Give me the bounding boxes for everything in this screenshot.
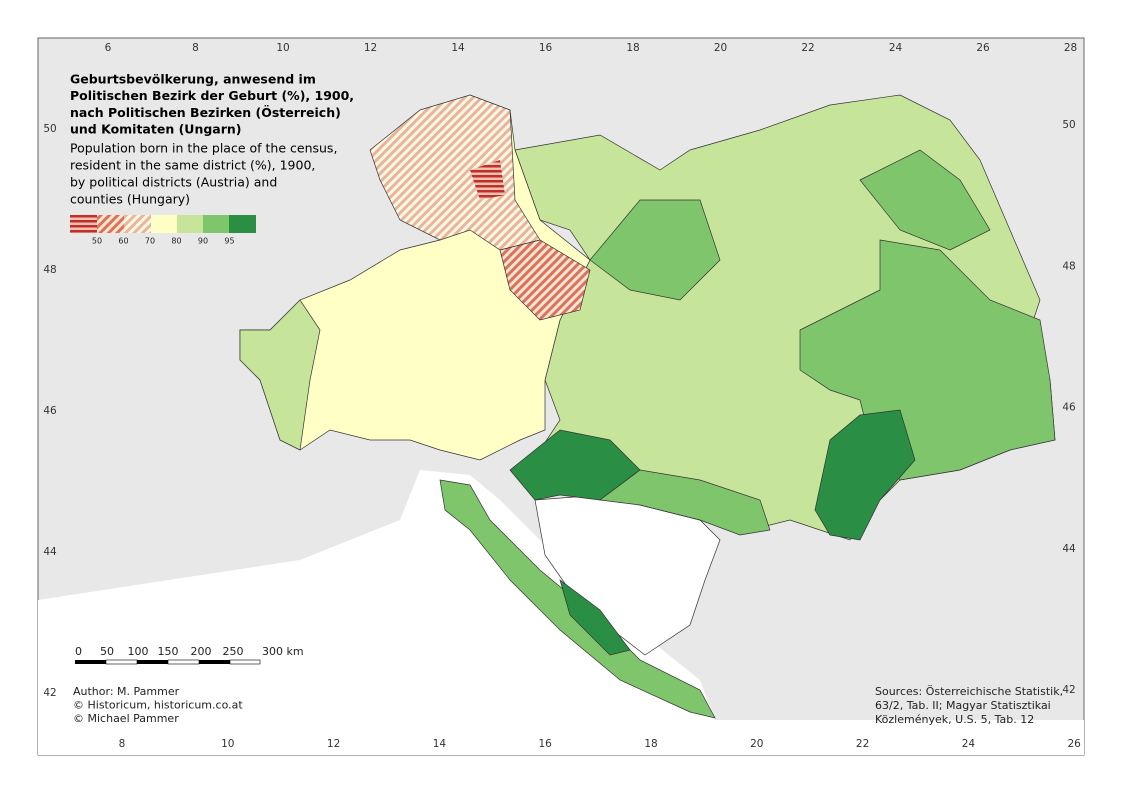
credit-line: Author: M. Pammer xyxy=(73,685,180,698)
title-line: nach Politischen Bezirken (Österreich) xyxy=(70,105,341,120)
latitude-label: 42 xyxy=(43,687,56,699)
prague xyxy=(470,160,505,200)
longitude-label: 22 xyxy=(856,738,869,750)
longitude-label: 8 xyxy=(119,738,126,750)
scale-segment xyxy=(75,660,106,664)
longitude-label: 12 xyxy=(364,42,377,54)
legend-swatch xyxy=(203,215,229,233)
latitude-label: 42 xyxy=(1062,684,1075,696)
longitude-label: 24 xyxy=(962,738,976,750)
scale-label: 100 xyxy=(128,645,149,658)
source-line: Közlemények, U.S. 5, Tab. 12 xyxy=(875,713,1034,726)
subtitle-line: counties (Hungary) xyxy=(70,192,190,207)
scale-bar xyxy=(75,659,261,665)
longitude-label: 18 xyxy=(644,738,657,750)
scale-label: 50 xyxy=(100,645,114,658)
legend-swatch xyxy=(97,215,124,233)
title-line: Politischen Bezirk der Geburt (%), 1900, xyxy=(70,88,354,103)
latitude-label: 50 xyxy=(1062,119,1075,131)
south-dalmatia xyxy=(559,579,631,656)
latitude-label: 44 xyxy=(1062,543,1076,555)
scale-label: 200 xyxy=(191,645,212,658)
longitude-label: 26 xyxy=(1068,738,1082,750)
longitude-label: 16 xyxy=(539,42,553,54)
scale-segment xyxy=(199,660,230,664)
subtitle-line: by political districts (Austria) and xyxy=(70,175,277,190)
slavonia xyxy=(599,469,771,536)
latitude-label: 46 xyxy=(1062,402,1076,414)
legend-swatch xyxy=(151,215,177,233)
longitude-label: 8 xyxy=(192,42,199,54)
dalmatia xyxy=(439,479,716,719)
title-line: und Komitaten (Ungarn) xyxy=(70,122,242,137)
longitude-label: 20 xyxy=(714,42,727,54)
legend-label: 50 xyxy=(92,237,102,246)
latitude-label: 46 xyxy=(43,405,57,417)
subtitle-line: Population born in the place of the cens… xyxy=(70,141,337,156)
longitude-label: 12 xyxy=(327,738,340,750)
source-line: Sources: Österreichische Statistik, xyxy=(875,685,1063,698)
lower-austria xyxy=(499,239,591,321)
scale-label: 300 km xyxy=(262,645,304,658)
north-hungary xyxy=(589,199,721,301)
longitude-label: 20 xyxy=(750,738,763,750)
title-line: Geburtsbevölkerung, anwesend im xyxy=(70,72,316,87)
transylvania xyxy=(799,239,1056,481)
legend-swatch xyxy=(124,215,151,233)
longitude-label: 28 xyxy=(1064,42,1077,54)
legend-label: 95 xyxy=(224,237,234,246)
legend-swatch xyxy=(229,215,256,233)
east-galicia xyxy=(859,149,991,251)
legend xyxy=(70,215,256,233)
scale-segment xyxy=(229,659,261,665)
longitude-label: 14 xyxy=(451,42,465,54)
land xyxy=(38,94,1084,755)
latitude-label: 48 xyxy=(43,264,56,276)
latitude-label: 48 xyxy=(1062,260,1075,272)
source-line: 63/2, Tab. II; Magyar Statisztikai xyxy=(875,699,1051,712)
longitude-label: 10 xyxy=(221,738,234,750)
scale-segment xyxy=(167,659,200,665)
latitude-label: 50 xyxy=(43,123,56,135)
credit-line: © Michael Pammer xyxy=(73,712,179,725)
longitude-label: 6 xyxy=(105,42,112,54)
tyrol xyxy=(239,299,321,451)
legend-label: 90 xyxy=(198,237,208,246)
legend-swatch xyxy=(177,215,203,233)
scale-label: 150 xyxy=(158,645,179,658)
scale-segment xyxy=(137,660,168,664)
scale-label: 0 xyxy=(75,645,82,658)
legend-swatch xyxy=(70,215,97,233)
longitude-label: 10 xyxy=(276,42,289,54)
scale-segment xyxy=(105,659,138,665)
legend-label: 60 xyxy=(118,237,128,246)
longitude-label: 26 xyxy=(976,42,990,54)
subtitle-line: resident in the same district (%), 1900, xyxy=(70,158,315,173)
longitude-label: 24 xyxy=(889,42,903,54)
legend-label: 70 xyxy=(145,237,155,246)
longitude-label: 14 xyxy=(433,738,447,750)
scale-label: 250 xyxy=(223,645,244,658)
banat xyxy=(814,409,916,541)
longitude-label: 22 xyxy=(801,42,814,54)
longitude-label: 16 xyxy=(539,738,553,750)
credit-line: © Historicum, historicum.co.at xyxy=(73,699,243,712)
latitude-label: 44 xyxy=(43,546,57,558)
longitude-label: 18 xyxy=(626,42,639,54)
legend-label: 80 xyxy=(171,237,181,246)
